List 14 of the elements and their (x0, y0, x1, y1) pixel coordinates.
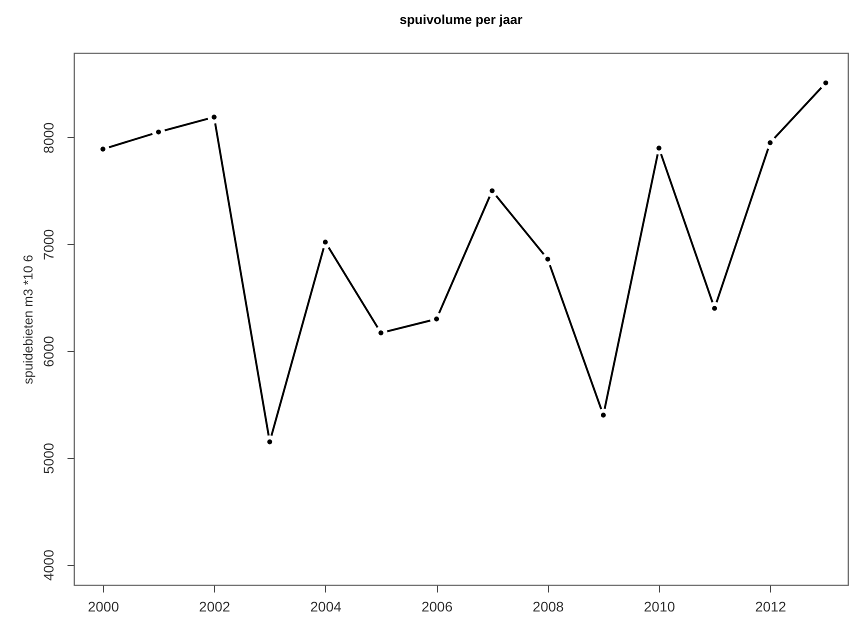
x-tick-label: 2006 (421, 598, 453, 614)
x-tick-label: 2000 (88, 598, 120, 614)
x-tick-label: 2002 (199, 598, 230, 614)
x-tick-label: 2012 (755, 598, 786, 614)
y-axis-title: spuidebieten m3 *10 6 (20, 254, 36, 384)
y-tick-label: 8000 (40, 122, 56, 154)
chart-title: spuivolume per jaar (400, 12, 522, 27)
y-tick-label: 7000 (40, 228, 56, 260)
x-tick-label: 2004 (310, 598, 342, 614)
y-tick-label: 5000 (40, 442, 56, 474)
y-tick-label: 6000 (40, 336, 56, 368)
y-tick-label: 4000 (40, 549, 56, 581)
x-tick-label: 2008 (532, 598, 564, 614)
x-tick-label: 2010 (644, 598, 676, 614)
